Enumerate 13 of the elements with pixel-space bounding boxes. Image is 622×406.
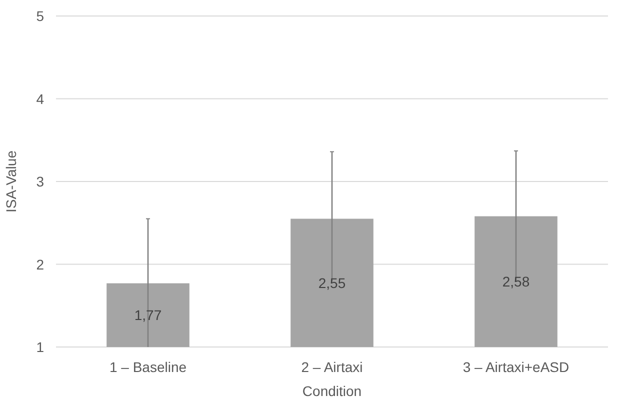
data-label: 2,58: [502, 274, 530, 290]
x-tick-label: 1 – Baseline: [109, 359, 187, 375]
x-tick-label: 2 – Airtaxi: [301, 359, 363, 375]
y-axis-title: ISA-Value: [3, 150, 19, 212]
data-label: 1,77: [134, 307, 162, 324]
y-tick-label: 1: [36, 339, 44, 355]
y-tick-label: 4: [36, 90, 44, 107]
y-tick-label: 2: [36, 256, 44, 272]
data-label: 2,55: [318, 274, 346, 291]
y-tick-label: 3: [36, 174, 44, 190]
y-tick-label: 5: [36, 8, 44, 24]
x-tick-label: 3 – Airtaxi+eASD: [462, 359, 570, 375]
x-axis-title: Condition: [302, 383, 362, 399]
